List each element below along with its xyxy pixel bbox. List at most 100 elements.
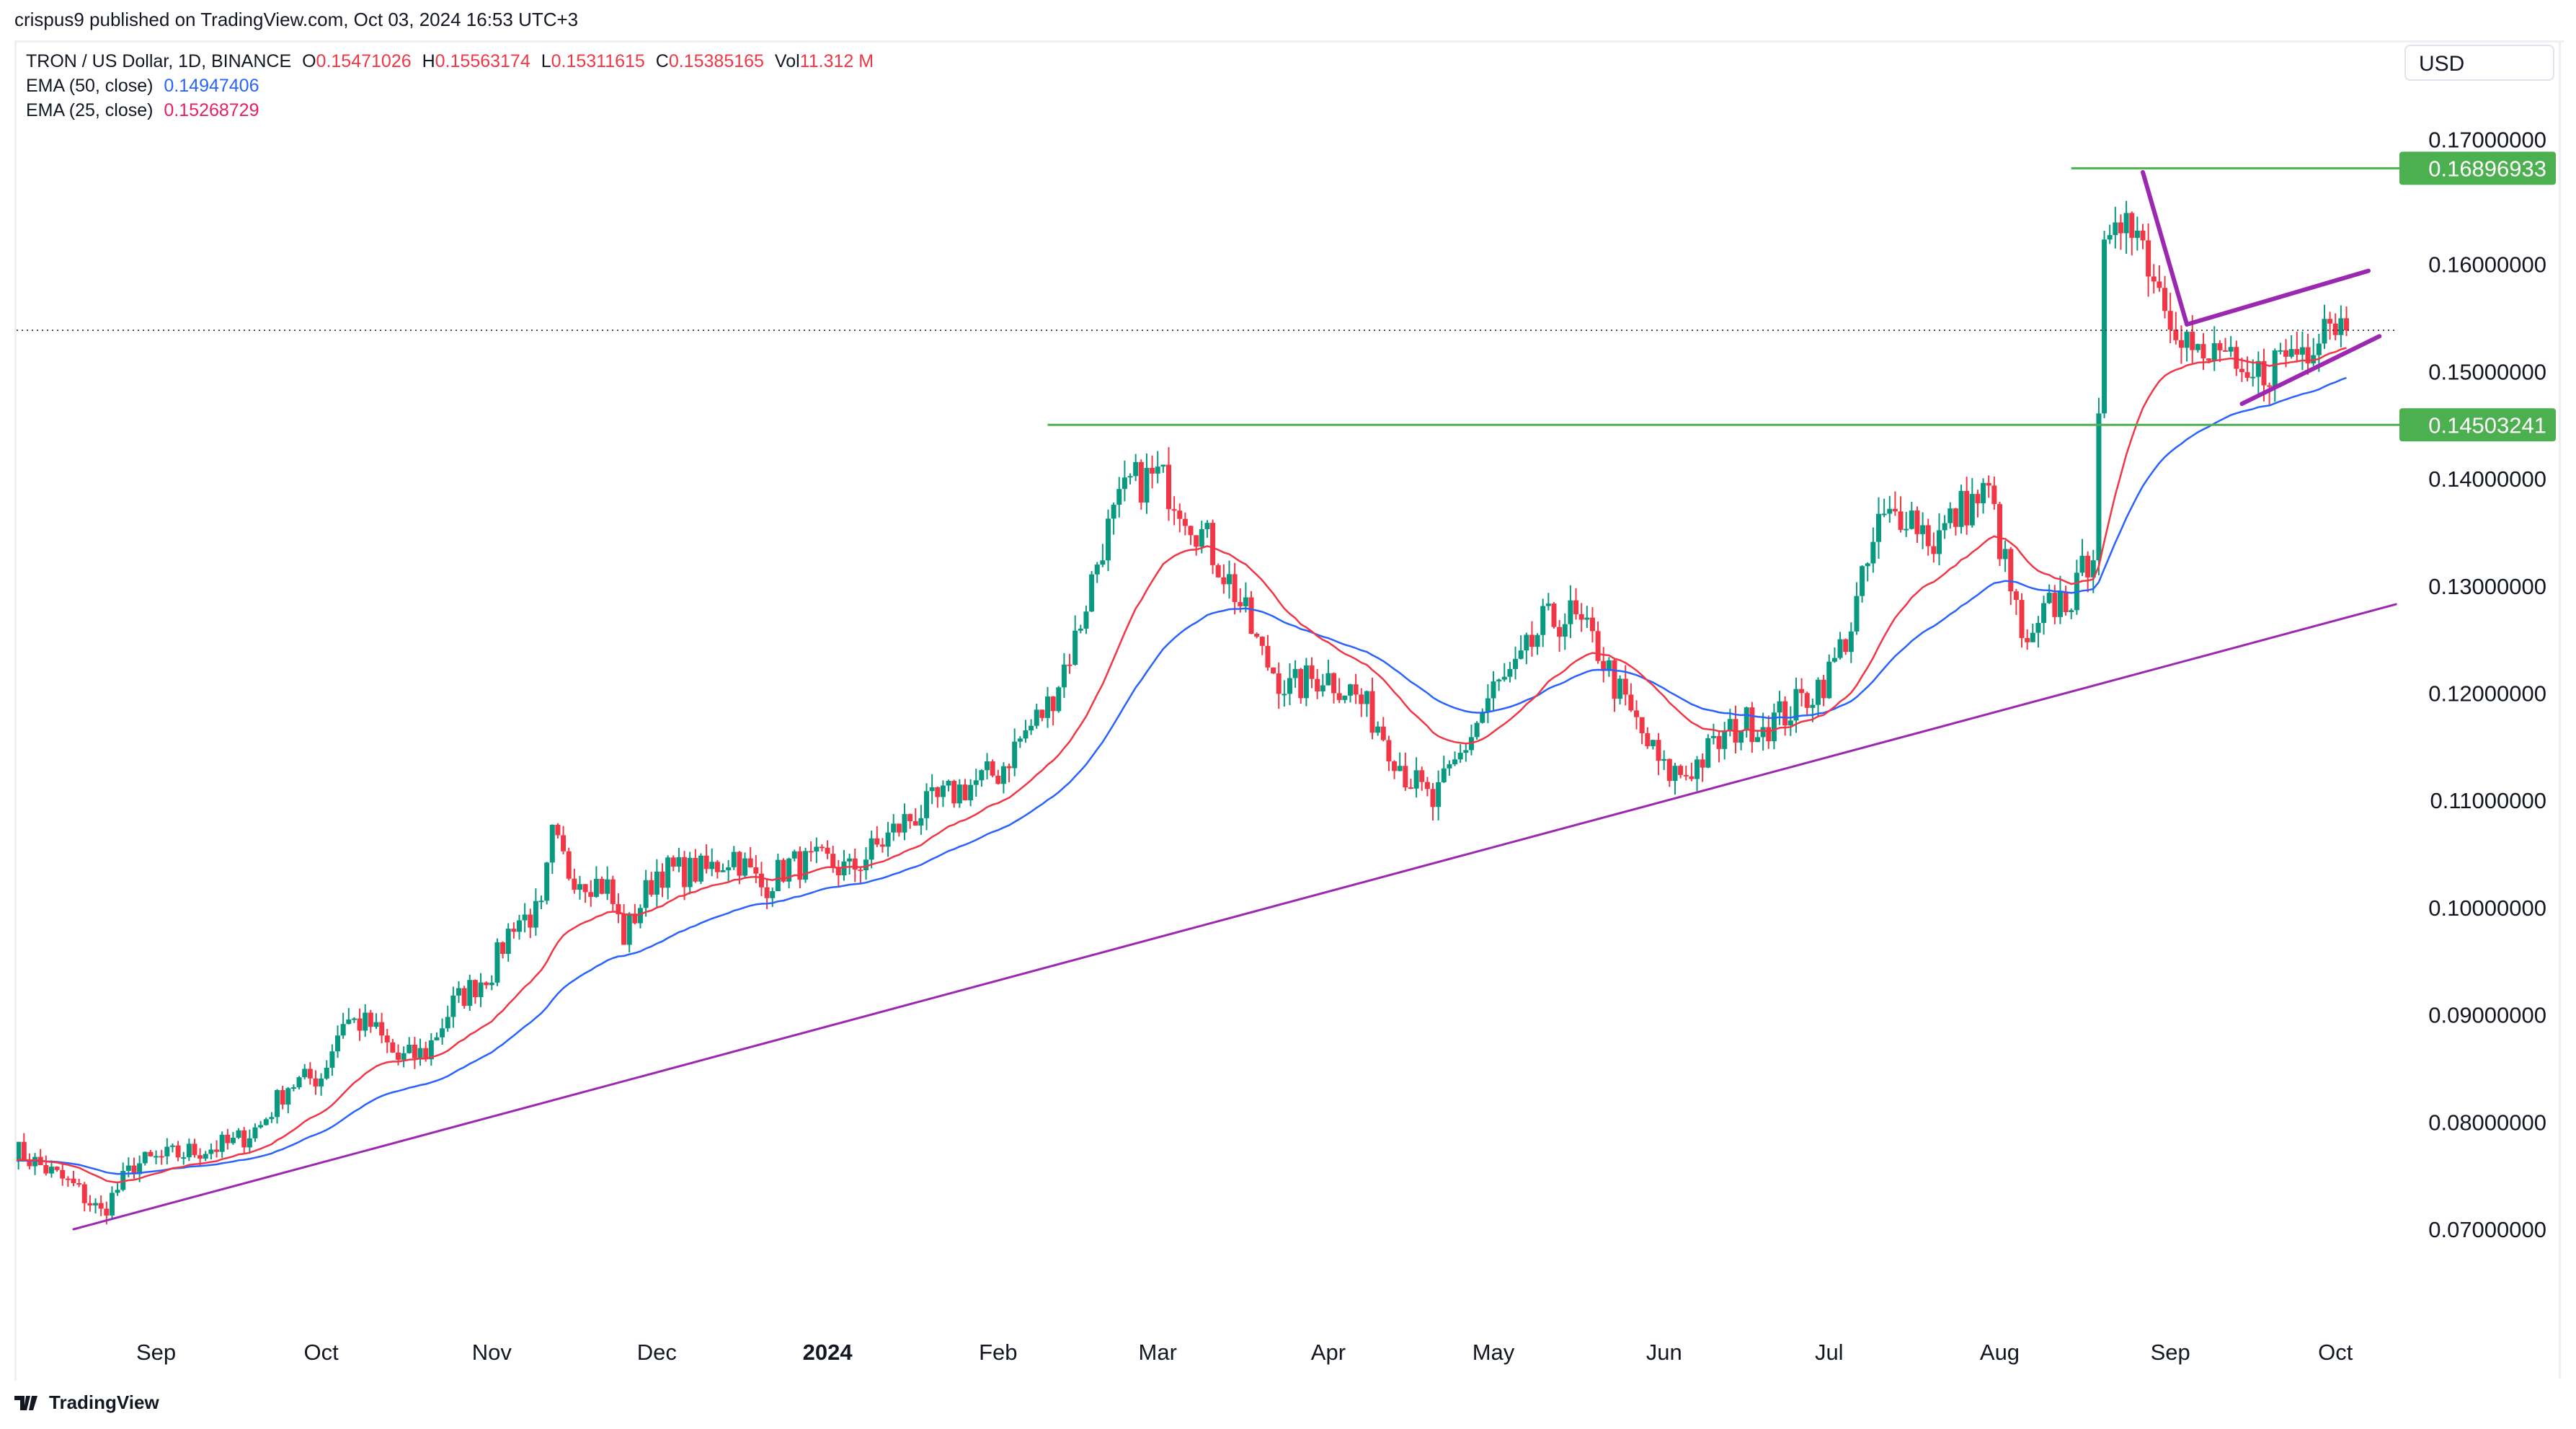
candle-down: [1639, 717, 1645, 733]
candle-down: [2305, 347, 2311, 363]
candle-down: [1424, 782, 1430, 789]
candle-down: [2190, 332, 2195, 350]
candle-up: [775, 859, 781, 892]
ema25-row[interactable]: EMA (25, close) 0.15268729: [26, 98, 879, 123]
candle-down: [737, 851, 742, 876]
ema-lines: [17, 347, 2347, 1184]
candle-down: [379, 1022, 385, 1036]
candle-up: [538, 901, 544, 903]
candle-up: [814, 846, 820, 851]
candle-down: [758, 873, 764, 888]
candle-down: [60, 1169, 66, 1179]
candle-up: [1491, 681, 1496, 699]
x-tick-label: Jun: [1646, 1340, 1682, 1365]
candle-up: [1887, 508, 1893, 514]
ema50-line: [17, 376, 2347, 1175]
candle-down: [1964, 490, 1970, 526]
candle-down: [131, 1165, 137, 1174]
candle-up: [2250, 376, 2256, 379]
candle-down: [582, 884, 588, 893]
candle-up: [181, 1157, 187, 1159]
candle-up: [290, 1087, 296, 1089]
candle-down: [423, 1048, 429, 1060]
candle-up: [2113, 222, 2118, 236]
candle-up: [1909, 510, 1914, 529]
candle-up: [956, 784, 962, 804]
candle-up: [985, 761, 990, 771]
candle-up: [946, 781, 951, 786]
candle-up: [2211, 343, 2217, 361]
candle-up: [698, 855, 703, 882]
candle-up: [770, 891, 776, 898]
candle-down: [2332, 323, 2338, 335]
candle-up: [169, 1145, 175, 1147]
candle-up: [924, 791, 930, 818]
candle-up: [1100, 560, 1106, 565]
candle-down: [896, 823, 902, 833]
candle-up: [302, 1069, 308, 1078]
y-tick-label: 0.14000000: [2428, 466, 2546, 492]
candle-up: [125, 1165, 131, 1172]
candle-down: [670, 857, 676, 867]
candle-up: [791, 851, 797, 859]
candle-up: [1705, 738, 1711, 768]
candle-up: [1870, 541, 1876, 564]
candle-down: [384, 1035, 390, 1043]
close-value: C0.15385165: [655, 51, 764, 71]
candle-up: [1160, 464, 1166, 467]
ema50-value: 0.14947406: [164, 76, 259, 96]
candle-down: [1331, 673, 1337, 694]
candle-up: [335, 1035, 341, 1052]
candle-down: [616, 903, 621, 914]
candle-down: [2267, 385, 2273, 387]
tradingview-logo[interactable]: TradingView: [14, 1392, 159, 1414]
candle-down: [1589, 617, 1595, 632]
candle-down: [935, 787, 941, 797]
candle-down: [1749, 707, 1755, 743]
candle-up: [252, 1127, 258, 1138]
candle-down: [555, 824, 561, 836]
candle-down: [21, 1141, 27, 1162]
candle-up: [2090, 560, 2096, 578]
candle-up: [2107, 235, 2113, 240]
candle-up: [2272, 350, 2278, 387]
candle-down: [461, 988, 467, 1007]
open-value: O0.15471026: [302, 51, 412, 71]
candle-up: [230, 1138, 236, 1143]
candle-up: [1617, 678, 1623, 699]
candle-up: [1942, 523, 1947, 531]
candle-down: [98, 1203, 104, 1209]
candle-up: [236, 1130, 241, 1138]
candle-down: [2129, 213, 2135, 238]
candle-up: [1226, 574, 1232, 585]
candle-down: [907, 814, 913, 821]
candle-down: [1392, 761, 1398, 771]
candle-down: [1221, 577, 1227, 585]
candle-up: [522, 914, 528, 921]
candle-up: [109, 1193, 115, 1216]
candle-up: [726, 867, 732, 870]
candle-down: [1804, 693, 1810, 708]
candle-up: [516, 920, 522, 932]
candle-down: [390, 1042, 396, 1053]
candle-up: [1568, 600, 1573, 624]
candle-up: [401, 1053, 407, 1060]
level-price-badge: [2399, 408, 2556, 442]
candle-up: [1106, 518, 1111, 561]
candle-up: [1837, 639, 1843, 658]
currency-button[interactable]: USD: [2404, 45, 2554, 81]
candle-down: [81, 1184, 87, 1203]
ema50-row[interactable]: EMA (50, close) 0.14947406: [26, 74, 879, 98]
candle-down: [1194, 535, 1199, 547]
candle-up: [687, 857, 693, 888]
candle-up: [2123, 213, 2129, 234]
candle-up: [164, 1146, 170, 1156]
candle-down: [1578, 614, 1584, 620]
candle-down: [753, 867, 759, 874]
candle-down: [1821, 679, 1826, 699]
candle-down: [561, 835, 567, 851]
y-tick-label: 0.12000000: [2428, 681, 2546, 707]
candle-down: [472, 980, 478, 998]
candle-up: [1127, 476, 1133, 478]
